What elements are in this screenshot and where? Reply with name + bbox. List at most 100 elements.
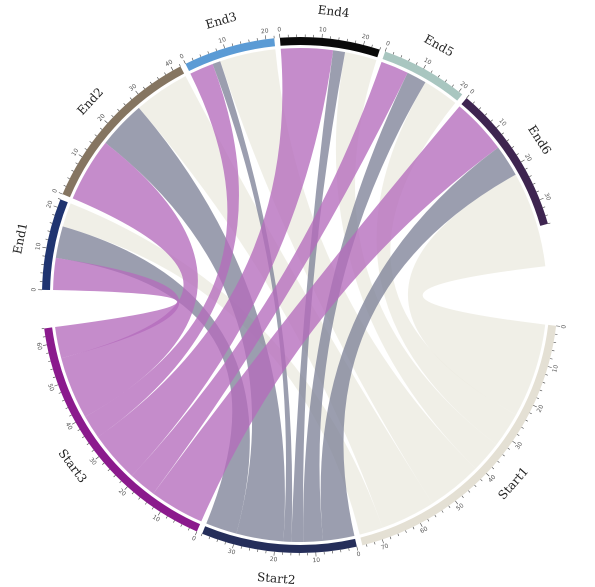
tick-mark <box>490 119 493 122</box>
tick-mark <box>58 392 62 394</box>
tick-mark <box>474 484 477 488</box>
tick-mark <box>231 43 234 46</box>
tick-label: 20 <box>261 27 270 35</box>
tick-mark <box>164 72 166 75</box>
tick-mark <box>529 175 532 177</box>
tick-mark <box>48 360 51 362</box>
tick-mark <box>525 167 528 170</box>
tick-mark <box>61 399 65 402</box>
tick-label: 0 <box>51 188 59 194</box>
tick-mark <box>468 490 471 493</box>
tick-mark <box>392 51 395 55</box>
tick-mark <box>157 511 161 516</box>
tick-mark <box>451 84 454 87</box>
tick-mark <box>50 368 53 370</box>
tick-mark <box>111 114 114 118</box>
tick-mark <box>94 134 97 137</box>
tick-label: 10 <box>551 364 560 373</box>
tick-label: 50 <box>46 383 55 393</box>
tick-label: 30 <box>227 548 236 557</box>
tick-label: 70 <box>380 543 390 552</box>
segment-arc-end6 <box>461 97 548 226</box>
link-start1-end5 <box>376 82 517 445</box>
link-start3-end6 <box>153 106 499 522</box>
tick-label: 20 <box>269 556 277 564</box>
tick-mark <box>521 427 524 429</box>
tick-mark <box>71 169 74 172</box>
segment-label-end5: End5 <box>422 32 457 60</box>
tick-mark <box>135 90 139 95</box>
tick-mark <box>420 523 423 527</box>
tick-label: 30 <box>514 440 524 450</box>
tick-mark <box>491 467 495 470</box>
link-start3-end1 <box>53 257 180 359</box>
tick-mark <box>91 449 94 452</box>
link-start2-end2 <box>105 107 285 542</box>
tick-mark <box>71 422 76 425</box>
tick-mark <box>215 48 217 51</box>
tick-mark <box>42 246 47 249</box>
tick-mark <box>430 70 433 73</box>
tick-mark <box>265 35 267 40</box>
tick-mark <box>84 148 87 150</box>
tick-mark <box>95 456 100 460</box>
tick-mark <box>77 429 80 432</box>
tick-mark <box>138 497 141 500</box>
tick-mark <box>397 533 400 537</box>
tick-mark <box>199 54 202 57</box>
tick-label: 40 <box>487 474 497 484</box>
tick-mark <box>57 198 61 200</box>
tick-mark <box>458 88 462 92</box>
tick-mark <box>461 495 464 498</box>
tick-mark <box>529 412 532 415</box>
tick-mark <box>448 505 451 509</box>
tick-mark <box>156 76 159 80</box>
tick-mark <box>129 97 132 100</box>
link-start1-end1 <box>62 203 383 535</box>
tick-mark <box>536 397 540 400</box>
tick-mark <box>165 516 168 519</box>
tick-mark <box>486 473 490 477</box>
tick-label: 20 <box>536 404 546 414</box>
tick-mark <box>512 440 517 444</box>
tick-label: 10 <box>423 57 433 67</box>
tick-mark <box>178 64 181 67</box>
tick-label: 0 <box>191 535 197 543</box>
tick-mark <box>525 419 528 422</box>
tick-mark <box>124 486 128 490</box>
tick-label: 0 <box>560 324 567 329</box>
tick-mark <box>69 414 72 417</box>
tick-label: 20 <box>361 33 370 42</box>
tick-mark <box>520 159 525 163</box>
segment-arc-start2 <box>202 526 357 553</box>
tick-mark <box>143 86 146 90</box>
tick-mark <box>119 480 122 484</box>
tick-mark <box>539 197 544 201</box>
tick-mark <box>82 436 85 439</box>
tick-mark <box>232 544 234 549</box>
tick-label: 20 <box>459 80 469 90</box>
links-layer <box>53 48 546 542</box>
tick-mark <box>356 546 359 551</box>
tick-label: 0 <box>385 40 391 48</box>
tick-mark <box>78 154 83 158</box>
tick-mark <box>384 47 387 52</box>
tick-mark <box>405 530 407 533</box>
tick-mark <box>549 358 553 360</box>
tick-mark <box>427 519 430 522</box>
tick-mark <box>536 190 539 193</box>
tick-mark <box>104 120 108 124</box>
tick-mark <box>542 206 546 208</box>
tick-mark <box>379 47 381 50</box>
tick-label: 20 <box>523 153 533 163</box>
tick-mark <box>89 141 92 144</box>
tick-mark <box>208 536 211 540</box>
tick-mark <box>123 103 126 106</box>
tick-label: 10 <box>151 514 161 524</box>
link-start1-end2 <box>138 76 433 528</box>
tick-mark <box>58 192 63 195</box>
tick-mark <box>445 79 447 82</box>
tick-mark <box>484 113 488 116</box>
tick-mark <box>434 514 437 518</box>
tick-mark <box>180 524 183 527</box>
